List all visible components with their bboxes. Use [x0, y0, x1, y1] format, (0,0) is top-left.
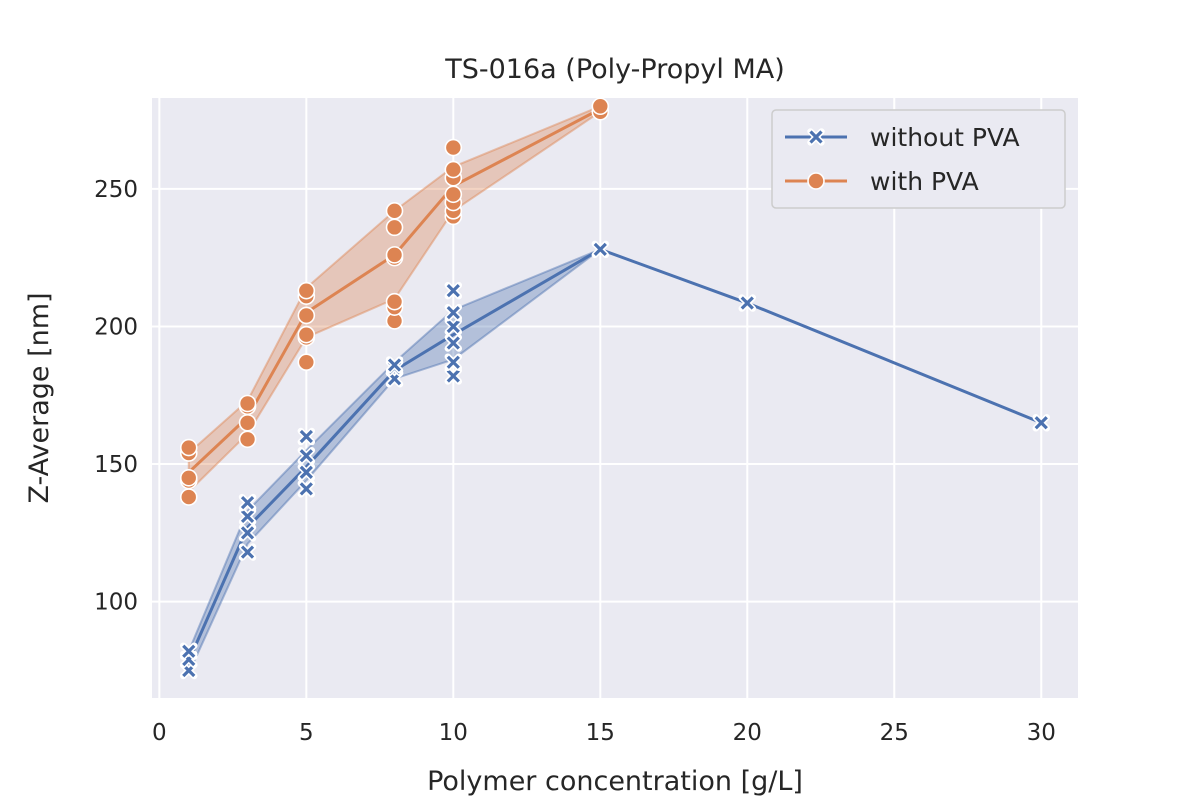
legend-label-without-pva: without PVA	[870, 123, 1020, 152]
x-tick-labels: 0 5 10 15 20 25 30	[152, 720, 1056, 746]
y-tick-label: 100	[94, 590, 138, 616]
data-point	[297, 447, 316, 465]
data-point	[444, 353, 463, 371]
data-point	[238, 507, 257, 526]
data-point	[385, 356, 404, 374]
data-point	[385, 246, 404, 264]
x-tick-label: 20	[733, 720, 762, 746]
series-line	[187, 247, 1042, 662]
data-point	[444, 303, 463, 322]
data-point	[238, 430, 257, 449]
legend-box	[771, 109, 1066, 209]
data-point	[444, 317, 463, 336]
legend-marker	[807, 172, 825, 190]
data-point	[738, 294, 757, 312]
data-point	[297, 427, 316, 446]
y-tick-label: 150	[94, 452, 138, 478]
data-point	[179, 469, 198, 487]
y-tick-label: 250	[94, 177, 138, 203]
data-point	[1032, 414, 1050, 432]
y-tick-label: 200	[94, 314, 138, 340]
data-point	[238, 413, 257, 432]
data-point	[444, 160, 463, 179]
data-point	[385, 292, 404, 311]
data-point	[238, 524, 257, 542]
data-point	[297, 463, 316, 482]
data-point	[297, 306, 316, 325]
data-point	[591, 97, 610, 116]
data-point	[238, 394, 257, 413]
data-point	[444, 334, 463, 352]
series-lines	[187, 107, 1042, 662]
x-tick-label: 5	[299, 720, 314, 746]
data-point	[444, 138, 463, 157]
data-point	[297, 353, 316, 372]
data-point	[591, 240, 610, 259]
x-tick-label: 30	[1027, 720, 1056, 746]
legend-marker-without-pva	[807, 128, 825, 146]
x-tick-label: 0	[152, 720, 167, 746]
data-point	[444, 185, 463, 204]
data-point	[179, 642, 198, 660]
legend-marker	[807, 128, 825, 146]
chart-title: TS-016a (Poly-Propyl MA)	[444, 54, 785, 85]
legend-label-with-pva: with PVA	[870, 167, 979, 196]
data-point	[238, 493, 257, 512]
data-point	[297, 281, 316, 300]
legend: without PVA with PVA	[771, 109, 1066, 209]
data-point	[297, 325, 316, 344]
data-point	[179, 438, 198, 457]
data-point	[179, 488, 198, 506]
data-point	[238, 543, 257, 561]
x-axis-label: Polymer concentration [g/L]	[427, 766, 803, 797]
y-tick-labels: 100 150 200 250	[94, 177, 138, 616]
x-tick-label: 15	[586, 720, 615, 746]
data-point	[385, 218, 404, 237]
x-tick-label: 25	[880, 720, 909, 746]
legend-marker-with-pva	[807, 172, 825, 190]
data-point	[444, 281, 463, 300]
data-points	[179, 97, 1050, 680]
data-point	[297, 480, 316, 498]
data-point	[385, 202, 404, 220]
x-tick-label: 10	[439, 720, 468, 746]
series-line	[187, 107, 601, 474]
y-axis-label: Z-Average [nm]	[24, 292, 55, 503]
data-point	[444, 367, 463, 385]
